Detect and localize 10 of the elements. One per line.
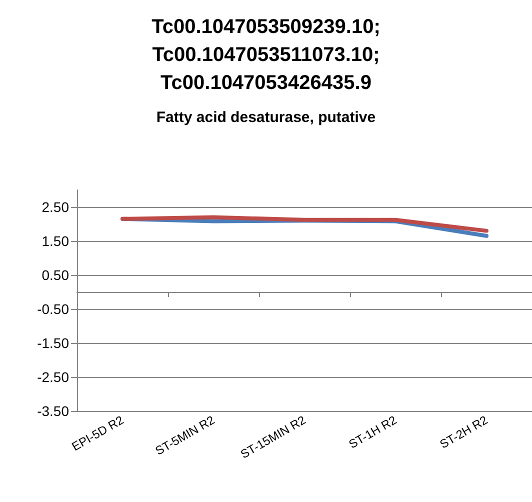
y-tick-label: -0.50 (37, 301, 70, 317)
y-tick-label: -1.50 (37, 335, 70, 351)
y-tick-label: 0.50 (42, 267, 70, 283)
chart-subtitle: Fatty acid desaturase, putative (156, 109, 376, 126)
chart-title: Tc00.1047053509239.10; Tc00.1047053511073.10; Tc00.1047053426435.9 (152, 16, 380, 94)
y-tick-label: -3.50 (37, 403, 70, 419)
line-series (120, 215, 488, 233)
y-tick-label: 1.50 (42, 233, 70, 249)
y-tick-label: -2.50 (37, 369, 70, 385)
y-tick-label: 2.50 (42, 199, 70, 215)
